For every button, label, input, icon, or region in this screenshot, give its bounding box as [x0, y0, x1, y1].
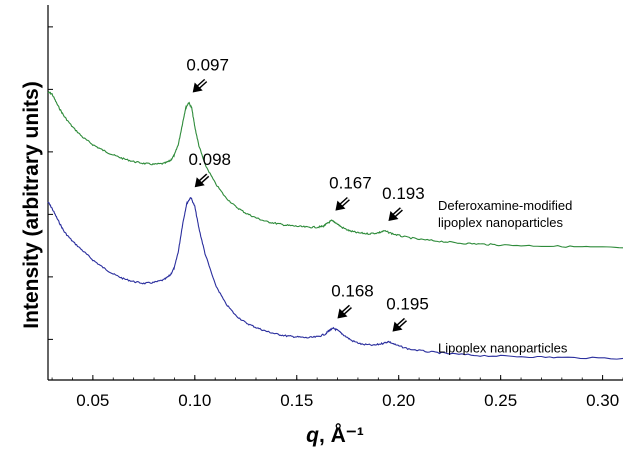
series-labels: Deferoxamine-modified lipoplex nanopartic… — [438, 198, 572, 356]
x-tick-label: 0.25 — [484, 391, 517, 410]
peak-label: 0.097 — [186, 56, 229, 75]
x-tick-label: 0.30 — [586, 391, 619, 410]
series-label-lipoplex: Lipoplex nanoparticles — [438, 340, 568, 355]
x-tick-label: 0.20 — [382, 391, 415, 410]
peak-label: 0.167 — [329, 174, 372, 193]
x-tick-label: 0.10 — [178, 391, 211, 410]
series-layer — [47, 91, 623, 360]
x-axis-title-unit: , Å⁻¹ — [319, 423, 364, 447]
peak-label: 0.195 — [386, 295, 429, 314]
peak-label: 0.168 — [331, 281, 374, 300]
peak-arrow — [392, 317, 408, 332]
series-line-lipoplex — [47, 197, 623, 360]
peak-arrow — [335, 196, 350, 211]
peak-arrow — [337, 304, 352, 319]
x-axis-title-symbol: q — [306, 424, 319, 447]
peak-label: 0.193 — [382, 184, 425, 203]
series-label-deferoxamine: Deferoxamine-modified — [438, 198, 572, 213]
annotations: 0.097 0.167 0.193 0.098 0.168 0.195 — [186, 56, 429, 332]
x-axis-title: q, Å⁻¹ — [306, 423, 364, 447]
peak-arrow — [194, 173, 210, 188]
peak-arrow — [192, 78, 208, 93]
x-tick-label: 0.15 — [280, 391, 313, 410]
series-line-deferoxamine — [47, 91, 623, 249]
series-label-deferoxamine: lipoplex nanoparticles — [438, 215, 564, 230]
axes: 0.05 0.10 0.15 0.20 0.25 0.30 — [47, 5, 623, 410]
x-tick-label: 0.05 — [76, 391, 109, 410]
peak-arrow — [388, 207, 403, 221]
y-axis-title: Intensity (arbitrary units) — [20, 81, 43, 328]
peak-label: 0.098 — [188, 150, 231, 169]
